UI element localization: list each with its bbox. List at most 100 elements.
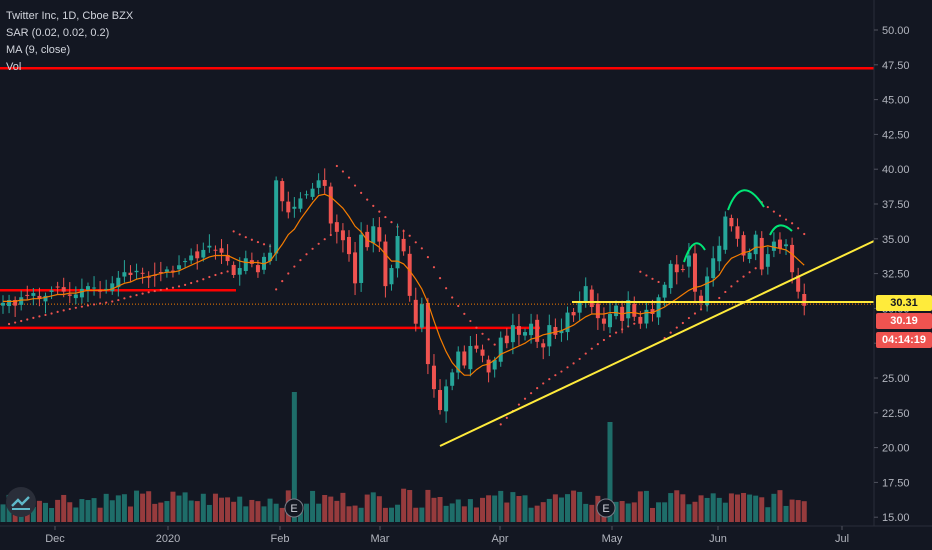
candle	[419, 297, 424, 333]
sar-dot	[548, 378, 551, 381]
volume-bar	[79, 499, 85, 522]
sar-dot	[372, 204, 375, 207]
candle	[601, 307, 606, 331]
volume-bar	[91, 498, 97, 522]
candle	[480, 344, 485, 363]
candle	[802, 283, 807, 316]
sar-indicator-label[interactable]: SAR (0.02, 0.02, 0.2)	[6, 27, 110, 39]
volume-bar	[206, 504, 212, 522]
candle	[705, 267, 710, 312]
candle	[759, 231, 764, 276]
sar-dot	[287, 272, 290, 275]
volume-bar	[85, 500, 91, 522]
sar-dot	[487, 338, 490, 341]
time-axis[interactable]: Dec 2020 Feb Mar Apr May Jun Jul	[45, 526, 849, 545]
candle	[195, 244, 200, 270]
candle	[583, 277, 588, 308]
candle	[13, 296, 18, 317]
sar-dot	[92, 303, 96, 306]
sar-dot	[797, 227, 800, 230]
volume-bar	[552, 494, 558, 522]
sar-dot	[56, 310, 59, 313]
sar-dot	[20, 319, 23, 323]
sar-dot	[499, 423, 502, 426]
volume-bar	[771, 493, 777, 522]
trend-lines[interactable]	[439, 240, 875, 447]
sar-dot	[645, 274, 648, 277]
time-tick-label: Feb	[271, 533, 290, 545]
tradingview-logo[interactable]	[6, 487, 36, 517]
volume-bar	[704, 497, 710, 522]
candle	[7, 294, 12, 314]
volume-bars	[0, 392, 807, 522]
right-shoulder-arc[interactable]	[769, 224, 793, 236]
candle	[753, 230, 758, 261]
sar-dot	[44, 313, 47, 317]
candle	[401, 229, 406, 256]
sar-dot	[159, 288, 162, 292]
candle	[717, 236, 722, 271]
volume-bar	[200, 493, 206, 522]
earnings-icon[interactable]: E	[596, 498, 616, 518]
sar-dot	[214, 273, 217, 277]
sar-dot	[633, 322, 636, 325]
symbol-title[interactable]: Twitter Inc, 1D, Cboe BZX	[6, 10, 134, 22]
horizontal-lines[interactable]	[0, 67, 874, 330]
volume-bar	[747, 494, 753, 522]
volume-bar	[734, 494, 740, 522]
candle	[122, 260, 127, 283]
volume-bar	[97, 507, 103, 522]
sar-dot	[627, 325, 630, 328]
sar-dot	[675, 326, 678, 329]
volume-bar	[340, 492, 346, 522]
volume-bar	[425, 489, 431, 522]
sar-dot	[335, 164, 338, 168]
head-shoulders-arcs[interactable]	[683, 189, 793, 263]
volume-bar	[565, 494, 571, 522]
sar-dot	[602, 338, 606, 342]
sar-dot	[414, 241, 417, 244]
volume-indicator-label[interactable]: Vol	[6, 61, 22, 73]
candle	[395, 223, 400, 278]
candle	[765, 246, 770, 275]
price-tick-label: 25.00	[882, 373, 910, 385]
candle	[486, 355, 491, 383]
sar-dot	[451, 296, 454, 299]
sar-dot	[724, 290, 727, 294]
sar-dot	[74, 306, 77, 309]
svg-text:E: E	[602, 503, 609, 515]
candle	[359, 222, 364, 292]
volume-bar	[528, 507, 534, 522]
sar-dot	[232, 230, 235, 233]
left-shoulder-arc[interactable]	[683, 242, 706, 263]
candle	[699, 289, 704, 311]
volume-bar	[388, 507, 394, 522]
sar-dot	[408, 234, 411, 237]
volume-bar	[668, 493, 674, 522]
sar-dot	[177, 285, 181, 288]
candle	[438, 379, 443, 415]
volume-bar	[480, 497, 486, 522]
volume-bar	[194, 501, 200, 522]
rising-trendline[interactable]	[439, 240, 875, 447]
volume-bar	[182, 492, 188, 522]
volume-bar	[461, 506, 467, 522]
sar-dot	[718, 296, 721, 300]
candle	[614, 300, 619, 320]
sar-dot	[7, 322, 11, 326]
sar-dot	[99, 302, 102, 305]
candle	[322, 168, 327, 194]
earnings-icon[interactable]: E	[284, 498, 304, 518]
price-tick-label: 50.00	[882, 25, 910, 37]
sar-dot	[62, 309, 65, 312]
ma-indicator-label[interactable]: MA (9, close)	[6, 44, 71, 56]
volume-bar	[607, 422, 613, 522]
sar-dot	[608, 335, 612, 338]
volume-bar	[437, 497, 443, 522]
sar-dots	[7, 164, 806, 426]
head-arc[interactable]	[727, 189, 765, 211]
price-tick-label: 35.00	[882, 234, 910, 246]
sar-dot	[299, 259, 302, 262]
